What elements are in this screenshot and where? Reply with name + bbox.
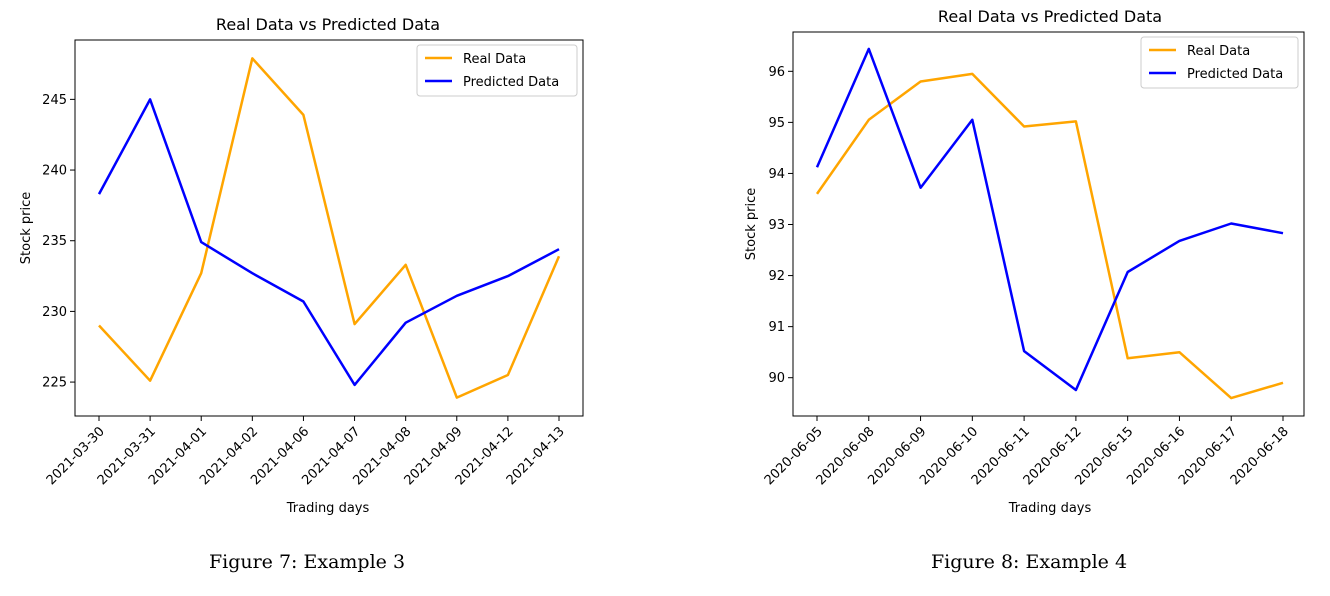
x-axis: 2021-03-302021-03-312021-04-012021-04-02… — [44, 416, 568, 488]
y-tick-label: 225 — [42, 376, 67, 391]
figure-caption: Figure 7: Example 3 — [209, 551, 405, 573]
chart-title: Real Data vs Predicted Data — [938, 7, 1162, 26]
series-lines — [97, 57, 561, 399]
y-tick-label: 92 — [768, 269, 785, 284]
chart-title: Real Data vs Predicted Data — [216, 15, 440, 34]
plot-frame — [792, 31, 1305, 417]
x-axis: 2020-06-052020-06-082020-06-092020-06-10… — [762, 416, 1292, 488]
y-tick-label: 93 — [768, 218, 785, 233]
predicted-data-line — [97, 98, 560, 387]
real-data-line — [815, 72, 1284, 400]
y-axis: 225 230 235 240 245 — [42, 93, 75, 391]
y-axis-label: Stock price — [744, 188, 759, 260]
legend-label-predicted: Predicted Data — [463, 75, 559, 90]
y-axis-label: Stock price — [19, 192, 34, 264]
y-tick-label: 94 — [768, 167, 785, 182]
legend-box — [1140, 36, 1299, 89]
legend-label-real: Real Data — [1187, 44, 1250, 59]
y-tick-label: 90 — [768, 371, 785, 386]
legend-box — [416, 44, 578, 97]
y-tick-label: 95 — [768, 116, 785, 131]
real-data-line — [98, 57, 561, 399]
y-tick-label: 240 — [42, 164, 67, 179]
y-tick-label: 245 — [42, 93, 67, 108]
y-tick-label: 235 — [42, 234, 67, 249]
chart-example-3: Real Data vs Predicted Data 225 230 235 240… — [19, 15, 584, 516]
legend-label-real: Real Data — [463, 52, 526, 67]
x-axis-label: Trading days — [1008, 501, 1092, 516]
y-tick-label: 91 — [768, 320, 785, 335]
legend: Real Data Predicted Data — [1140, 36, 1299, 89]
y-tick-label: 96 — [768, 65, 785, 80]
legend: Real Data Predicted Data — [416, 44, 578, 97]
y-axis: 90 91 92 93 94 95 96 — [768, 65, 793, 386]
legend-label-predicted: Predicted Data — [1187, 67, 1283, 82]
plot-frame — [74, 39, 584, 417]
series-lines — [815, 47, 1284, 400]
predicted-data-line — [815, 47, 1284, 392]
chart-example-4: Real Data vs Predicted Data 90 91 92 93 94 95… — [744, 7, 1305, 516]
figure-caption: Figure 8: Example 4 — [931, 551, 1127, 573]
x-axis-label: Trading days — [286, 501, 370, 516]
y-tick-label: 230 — [42, 305, 67, 320]
